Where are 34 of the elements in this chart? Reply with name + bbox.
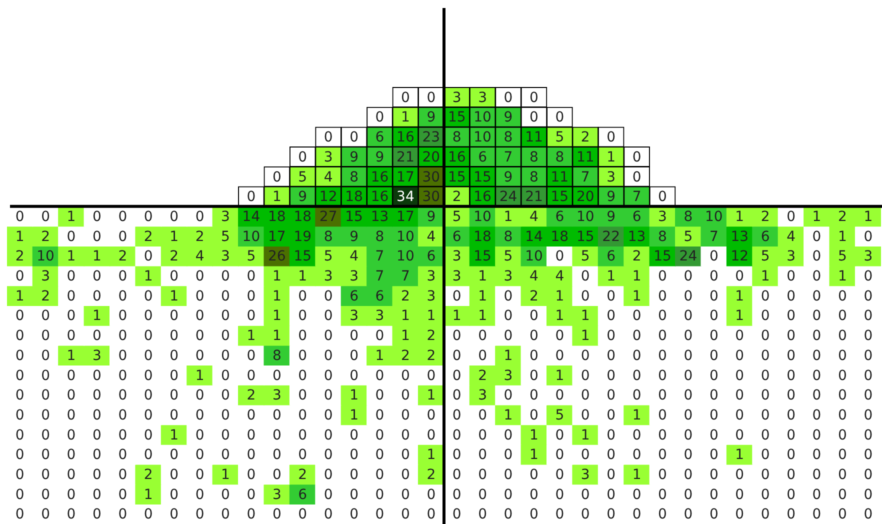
data-label: 0 (375, 506, 384, 523)
data-label: 0 (195, 506, 204, 523)
data-label: 0 (580, 506, 590, 523)
data-label: 0 (350, 506, 358, 523)
data-label: 0 (92, 506, 102, 523)
data-label: 0 (298, 506, 308, 523)
data-label: 0 (838, 506, 847, 523)
data-label: 0 (272, 506, 282, 523)
data-label: 0 (812, 506, 822, 523)
data-label: 0 (735, 506, 744, 523)
data-label: 0 (632, 506, 642, 523)
data-label: 0 (400, 506, 410, 523)
data-label: 0 (530, 506, 538, 523)
data-label: 0 (15, 506, 24, 523)
data-label: 0 (606, 506, 616, 523)
data-label: 0 (555, 506, 564, 523)
data-label: 0 (786, 506, 796, 523)
data-label: 0 (658, 506, 667, 523)
data-label: 0 (66, 506, 76, 523)
data-label: 0 (760, 506, 770, 523)
data-label: 0 (452, 506, 462, 523)
data-label: 0 (478, 506, 488, 523)
data-label: 0 (221, 506, 230, 523)
data-label: 0 (41, 506, 50, 523)
data-label: 0 (426, 506, 436, 523)
data-label: 0 (324, 506, 333, 523)
data-label: 0 (118, 506, 128, 523)
data-label: 0 (709, 506, 718, 523)
data-label: 0 (864, 506, 873, 523)
data-label: 0 (170, 506, 179, 523)
data-label: 0 (684, 506, 693, 523)
data-label: 0 (246, 506, 256, 523)
data-label: 0 (144, 506, 153, 523)
data-label: 0 (504, 506, 513, 523)
